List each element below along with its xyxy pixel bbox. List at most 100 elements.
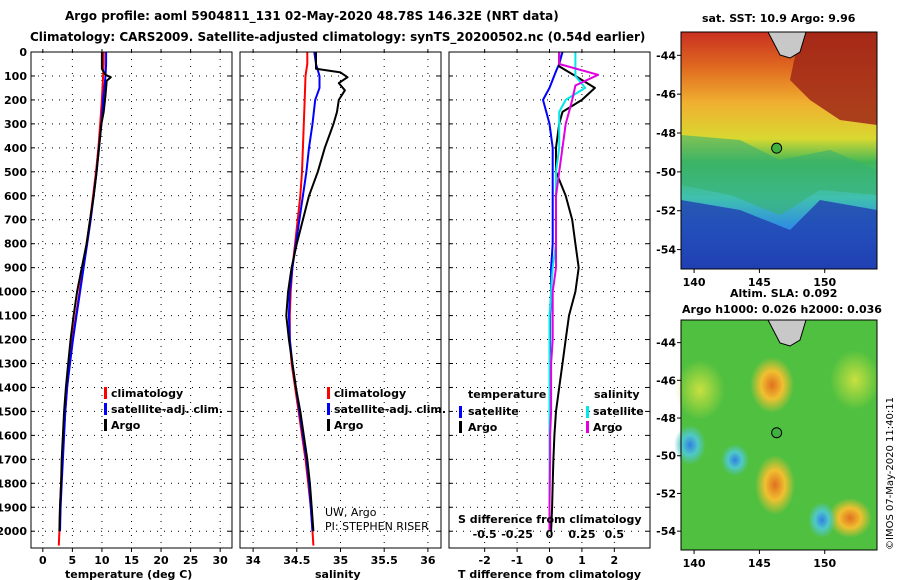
sla-map-frame xyxy=(680,319,878,551)
legend-label: climatology xyxy=(111,387,183,400)
sst-map-frame xyxy=(680,31,878,270)
map-y-tick-label: -48 xyxy=(656,412,676,425)
x-tick-label: 2 xyxy=(611,554,619,567)
map-y-tick-label: -54 xyxy=(656,525,676,538)
salinity-tick-label: 0 xyxy=(546,528,554,541)
x-tick-label: 15 xyxy=(124,554,139,567)
legend-swatch xyxy=(586,421,589,433)
legend-swatch xyxy=(459,421,462,433)
legend-label: satellite-adj. clim. xyxy=(334,403,446,416)
title-line-2: Climatology: CARS2009. Satellite-adjuste… xyxy=(30,30,645,45)
map-y-tick-label: -50 xyxy=(656,166,676,179)
legend-label: Argo xyxy=(593,421,623,434)
salinity-panel: 34 34.5 35 35.5 36 salinity climatology satelli… xyxy=(239,49,446,580)
map-y-tick-label: -54 xyxy=(656,244,676,257)
sla-map-high-4 xyxy=(675,360,725,420)
x-tick-label: 1 xyxy=(578,554,586,567)
x-axis-label: T difference from climatology xyxy=(458,568,641,580)
x-tick-label: 35.5 xyxy=(371,554,398,567)
sla-map-subtitle: Argo h1000: 0.026 h2000: 0.036 xyxy=(682,303,882,316)
x-tick-label: 35 xyxy=(333,554,348,567)
series-line-salinity-argo xyxy=(548,52,600,532)
credit-line-2: PI: STEPHEN RISER xyxy=(325,520,429,533)
legend-label: satellite-adj. clim. xyxy=(111,403,223,416)
x-tick-label: 34 xyxy=(245,554,261,567)
y-tick-label: 1600 xyxy=(0,429,27,442)
x-tick-label: 0 xyxy=(546,554,554,567)
y-tick-label: 200 xyxy=(4,94,27,107)
sla-map-axes: 140 145 150 -44 -46 -48 -50 -52 -54 xyxy=(656,337,836,570)
legend-swatch xyxy=(327,387,330,399)
x-tick-label: 5 xyxy=(69,554,77,567)
y-tick-label: 1300 xyxy=(0,357,27,370)
sst-map-axes: 140 145 150 -44 -46 -48 -50 -52 -54 xyxy=(656,49,836,289)
y-tick-label: 900 xyxy=(4,262,27,275)
y-tick-label: 100 xyxy=(4,70,27,83)
map-y-tick-label: -46 xyxy=(656,88,676,101)
legend-swatch xyxy=(459,406,462,418)
map-x-tick-label: 145 xyxy=(748,557,771,570)
legend-swatch xyxy=(327,419,330,431)
sst-map-cold-region xyxy=(681,200,877,269)
sla-map-high-3 xyxy=(828,498,872,538)
salinity-tick-label: 0.5 xyxy=(605,528,625,541)
series-line-temperature-argo xyxy=(550,52,596,532)
y-tick-label: 1700 xyxy=(0,453,27,466)
legend-swatch xyxy=(104,419,107,431)
map-y-tick-label: -48 xyxy=(656,127,676,140)
x-tick-label: 30 xyxy=(213,554,229,567)
y-tick-label: 1400 xyxy=(0,381,27,394)
salinity-axis-label: S difference from climatology xyxy=(458,513,642,526)
y-tick-label: 1000 xyxy=(0,286,27,299)
x-tick-label: -2 xyxy=(479,554,491,567)
x-tick-label: 36 xyxy=(420,554,436,567)
legend-label: climatology xyxy=(334,387,406,400)
map-y-tick-label: -52 xyxy=(656,205,676,218)
y-tick-label: 0 xyxy=(19,46,27,59)
x-axis-label: temperature (deg C) xyxy=(65,568,192,580)
sla-map-high-2 xyxy=(755,455,795,515)
argo-position-marker xyxy=(771,427,783,439)
y-tick-label: 800 xyxy=(4,238,27,251)
x-tick-label: 10 xyxy=(94,554,110,567)
series-line-argo xyxy=(285,52,349,532)
imos-credit: ©IMOS 07-May-2020 11:40:11 xyxy=(885,397,896,550)
x-tick-label: 20 xyxy=(153,554,169,567)
y-tick-label: 1100 xyxy=(0,310,27,323)
y-tick-label: 600 xyxy=(4,190,27,203)
argo-position-marker xyxy=(771,142,783,154)
x-tick-label: -1 xyxy=(511,554,523,567)
legend-heading-salinity: salinity xyxy=(594,388,640,401)
legend-swatch xyxy=(327,403,330,415)
legend-label: satellite xyxy=(468,405,519,418)
series-line-argo xyxy=(58,52,112,532)
legend-swatch xyxy=(104,387,107,399)
sst-map-title: sat. SST: 10.9 Argo: 9.96 xyxy=(702,12,856,25)
legend-heading-temperature: temperature xyxy=(468,388,546,401)
sst-map-green-region xyxy=(681,135,877,215)
legend-label: Argo xyxy=(334,419,364,432)
salinity-tick-label: -0.25 xyxy=(501,528,533,541)
x-tick-label: 34.5 xyxy=(283,554,310,567)
y-tick-label: 500 xyxy=(4,166,27,179)
map-y-tick-label: -44 xyxy=(656,49,676,62)
y-tick-label: 1500 xyxy=(0,405,27,418)
legend-swatch xyxy=(586,406,589,418)
salinity-tick-label: 0.25 xyxy=(568,528,595,541)
credit-line-1: UW, Argo xyxy=(325,506,377,519)
legend-label: satellite xyxy=(593,405,644,418)
title-line-1: Argo profile: aoml 5904811_131 02-May-20… xyxy=(65,9,559,24)
map-y-tick-label: -46 xyxy=(656,374,676,387)
y-tick-label: 1900 xyxy=(0,501,27,514)
panel-frame xyxy=(239,51,442,549)
map-x-tick-label: 145 xyxy=(748,276,771,289)
y-tick-label: 1200 xyxy=(0,334,27,347)
map-x-tick-label: 140 xyxy=(683,557,706,570)
sla-map-low-1 xyxy=(674,425,706,465)
series-line-satellite-adj-clim- xyxy=(59,52,108,532)
temperature-panel: 0100200300400500600700800900100011001200… xyxy=(0,46,233,580)
legend-swatch xyxy=(104,403,107,415)
map-x-tick-label: 140 xyxy=(683,276,706,289)
x-tick-label: 0 xyxy=(39,554,47,567)
